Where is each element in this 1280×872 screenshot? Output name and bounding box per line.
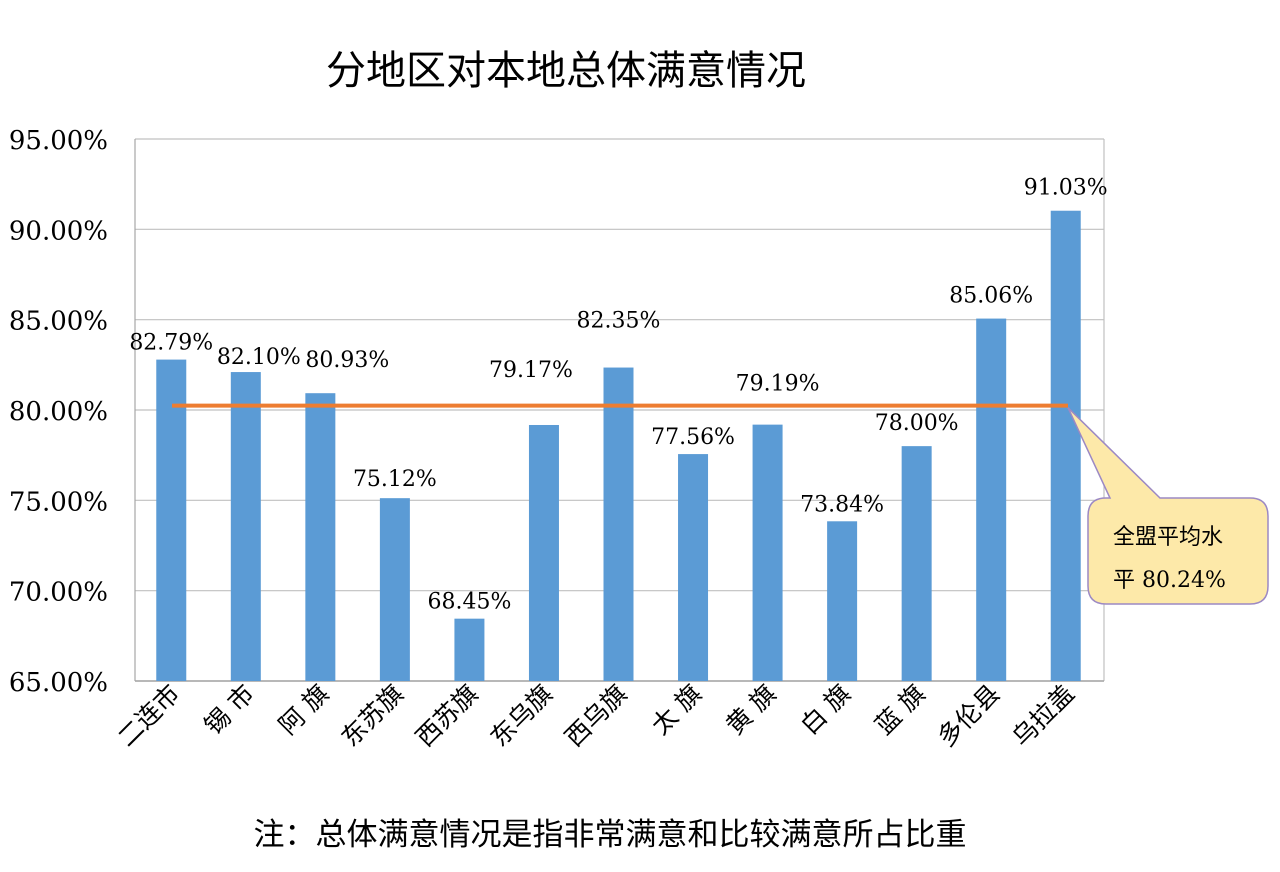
data-label: 79.19%: [736, 372, 820, 397]
data-label: 80.93%: [305, 348, 389, 373]
x-tick-label: 蓝 旗: [869, 679, 930, 740]
x-tick-label: 黄 旗: [720, 679, 781, 740]
y-tick-label: 70.00%: [9, 578, 108, 608]
data-label: 73.84%: [800, 492, 884, 517]
data-label: 82.35%: [577, 309, 661, 334]
data-label: 68.45%: [427, 590, 511, 615]
x-tick-label: 太 旗: [646, 679, 707, 740]
data-label: 78.00%: [875, 411, 959, 436]
x-tick-label: 西苏旗: [410, 679, 484, 753]
bar: [156, 359, 187, 681]
x-tick-label: 多伦县: [932, 679, 1006, 753]
bar: [678, 454, 709, 681]
bar: [379, 498, 410, 681]
bar: [827, 521, 858, 681]
bar: [976, 318, 1007, 681]
bar: [603, 367, 634, 681]
bar-layer: [156, 210, 1081, 681]
y-tick-label: 65.00%: [9, 668, 108, 698]
data-label: 79.17%: [489, 358, 573, 383]
y-tick-label: 95.00%: [9, 126, 108, 156]
bar: [230, 372, 261, 681]
bar: [528, 424, 559, 681]
x-tick-label: 东乌旗: [485, 679, 559, 753]
chart-note: 注：总体满意情况是指非常满意和比较满意所占比重: [254, 817, 967, 853]
callout-bubble: [1067, 407, 1269, 605]
bar: [1050, 210, 1081, 681]
y-tick-label: 75.00%: [9, 487, 108, 517]
data-label: 91.03%: [1024, 176, 1108, 201]
data-label: 82.79%: [129, 331, 213, 356]
y-tick-label: 85.00%: [9, 307, 108, 337]
bar: [305, 393, 336, 681]
data-label: 82.10%: [217, 345, 301, 370]
x-tick-label: 白 旗: [795, 679, 856, 740]
data-label: 75.12%: [353, 467, 437, 492]
y-tick-label: 90.00%: [9, 216, 108, 246]
bar: [901, 446, 932, 681]
chart-title: 分地区对本地总体满意情况: [326, 48, 806, 94]
bar: [454, 618, 485, 681]
callout-text-line1: 全盟平均水: [1113, 525, 1223, 550]
x-tick-label: 二连市: [112, 679, 186, 753]
x-tick-label: 西乌旗: [559, 679, 633, 753]
bar: [752, 424, 783, 681]
y-tick-label: 80.00%: [9, 397, 108, 427]
x-tick-label: 乌拉盖: [1006, 679, 1080, 753]
x-tick-label: 东苏旗: [336, 679, 410, 753]
data-label: 85.06%: [949, 284, 1033, 309]
x-tick-label: 阿 旗: [273, 679, 334, 740]
callout-text-line2: 平 80.24%: [1113, 568, 1226, 593]
x-tick-label: 锡 市: [199, 679, 260, 740]
data-label: 77.56%: [651, 425, 735, 450]
